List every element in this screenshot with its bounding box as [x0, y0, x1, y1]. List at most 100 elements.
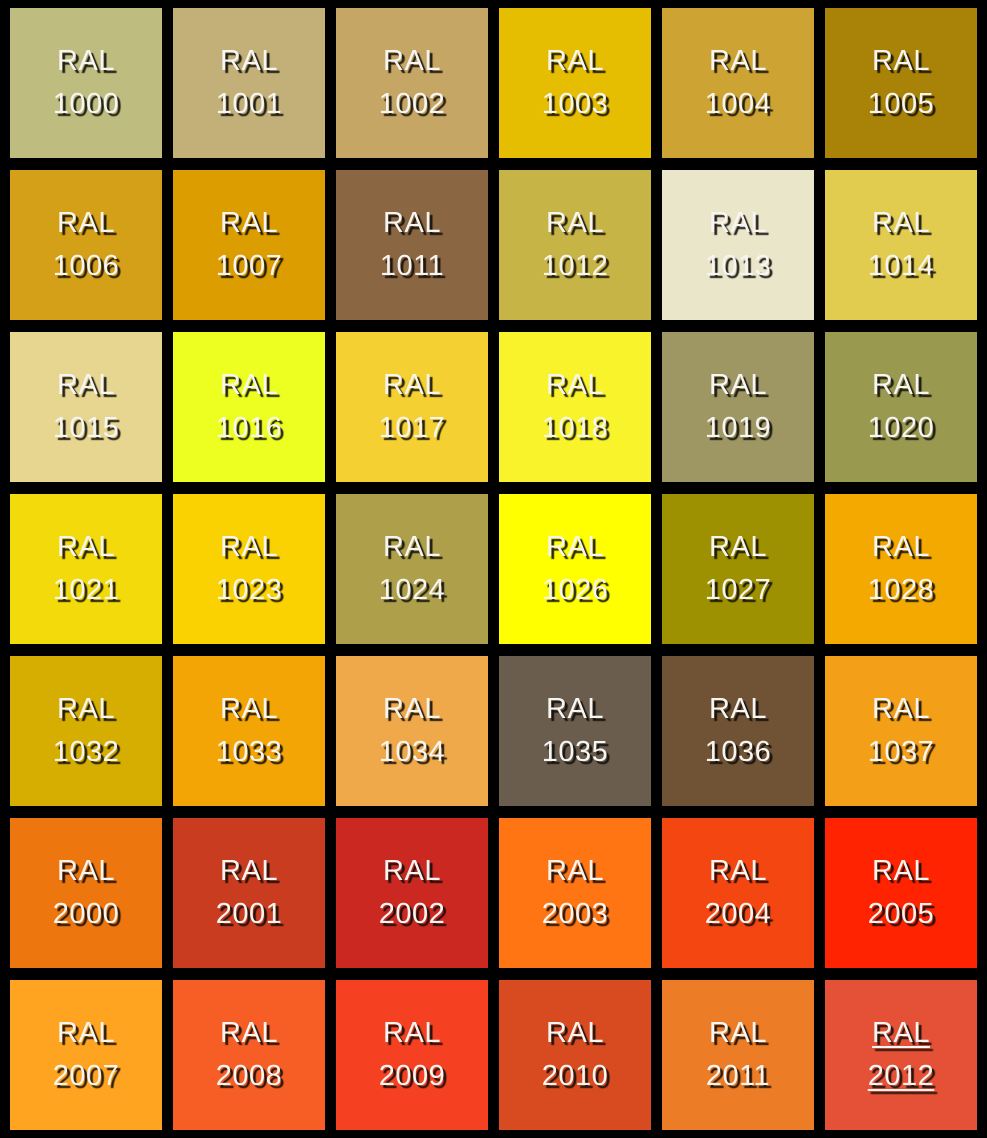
color-swatch-ral-1020[interactable]: RAL 1020	[825, 332, 977, 482]
color-swatch-ral-2009[interactable]: RAL 2009	[336, 980, 488, 1130]
swatch-ral-code: 2001	[215, 898, 283, 930]
color-swatch-ral-2004[interactable]: RAL 2004	[662, 818, 814, 968]
swatch-ral-prefix: RAL	[546, 531, 604, 563]
swatch-ral-code: 1005	[867, 88, 935, 120]
color-swatch-ral-1032[interactable]: RAL 1032	[10, 656, 162, 806]
swatch-ral-prefix: RAL	[383, 207, 441, 239]
color-swatch-ral-2011[interactable]: RAL 2011	[662, 980, 814, 1130]
swatch-ral-prefix: RAL	[220, 1017, 278, 1049]
color-swatch-ral-1037[interactable]: RAL 1037	[825, 656, 977, 806]
swatch-ral-prefix: RAL	[546, 207, 604, 239]
swatch-ral-code: 1000	[52, 88, 120, 120]
color-swatch-ral-1007[interactable]: RAL 1007	[173, 170, 325, 320]
swatch-ral-code: 1036	[704, 736, 772, 768]
color-swatch-ral-1033[interactable]: RAL 1033	[173, 656, 325, 806]
color-swatch-ral-1021[interactable]: RAL 1021	[10, 494, 162, 644]
swatch-ral-code: 1013	[704, 250, 772, 282]
swatch-ral-prefix: RAL	[383, 45, 441, 77]
swatch-ral-code: 1032	[52, 736, 120, 768]
swatch-ral-code: 1023	[215, 574, 283, 606]
swatch-ral-code: 2009	[378, 1060, 446, 1092]
swatch-ral-code: 1026	[541, 574, 609, 606]
swatch-ral-prefix: RAL	[709, 1017, 767, 1049]
swatch-ral-prefix: RAL	[383, 693, 441, 725]
swatch-ral-prefix: RAL	[383, 531, 441, 563]
color-swatch-ral-2010[interactable]: RAL 2010	[499, 980, 651, 1130]
color-swatch-ral-1015[interactable]: RAL 1015	[10, 332, 162, 482]
swatch-ral-prefix: RAL	[546, 1017, 604, 1049]
color-swatch-ral-1013[interactable]: RAL 1013	[662, 170, 814, 320]
swatch-ral-prefix: RAL	[709, 369, 767, 401]
swatch-ral-code: 1028	[867, 574, 935, 606]
swatch-ral-code: 1001	[215, 88, 283, 120]
swatch-ral-prefix: RAL	[546, 855, 604, 887]
color-swatch-ral-1024[interactable]: RAL 1024	[336, 494, 488, 644]
color-swatch-ral-1014[interactable]: RAL 1014	[825, 170, 977, 320]
color-swatch-ral-1019[interactable]: RAL 1019	[662, 332, 814, 482]
color-swatch-ral-1004[interactable]: RAL 1004	[662, 8, 814, 158]
color-swatch-ral-1016[interactable]: RAL 1016	[173, 332, 325, 482]
color-swatch-ral-1011[interactable]: RAL 1011	[336, 170, 488, 320]
color-swatch-ral-1027[interactable]: RAL 1027	[662, 494, 814, 644]
color-swatch-ral-1034[interactable]: RAL 1034	[336, 656, 488, 806]
swatch-ral-code: 2008	[215, 1060, 283, 1092]
swatch-ral-prefix: RAL	[546, 369, 604, 401]
color-swatch-ral-1023[interactable]: RAL 1023	[173, 494, 325, 644]
color-swatch-ral-1003[interactable]: RAL 1003	[499, 8, 651, 158]
swatch-ral-prefix: RAL	[709, 207, 767, 239]
color-swatch-ral-2000[interactable]: RAL 2000	[10, 818, 162, 968]
color-swatch-ral-1017[interactable]: RAL 1017	[336, 332, 488, 482]
swatch-ral-prefix: RAL	[220, 207, 278, 239]
color-swatch-ral-2007[interactable]: RAL 2007	[10, 980, 162, 1130]
color-swatch-ral-1036[interactable]: RAL 1036	[662, 656, 814, 806]
swatch-ral-code: 1014	[867, 250, 935, 282]
color-swatch-ral-1002[interactable]: RAL 1002	[336, 8, 488, 158]
color-swatch-ral-2001[interactable]: RAL 2001	[173, 818, 325, 968]
swatch-ral-prefix: RAL	[57, 369, 115, 401]
color-swatch-ral-2003[interactable]: RAL 2003	[499, 818, 651, 968]
swatch-ral-prefix: RAL	[383, 369, 441, 401]
swatch-ral-code: 1012	[541, 250, 609, 282]
swatch-ral-code: 1016	[215, 412, 283, 444]
color-swatch-ral-1012[interactable]: RAL 1012	[499, 170, 651, 320]
swatch-ral-prefix: RAL	[709, 531, 767, 563]
color-swatch-ral-1005[interactable]: RAL 1005	[825, 8, 977, 158]
swatch-ral-code: 1006	[52, 250, 120, 282]
swatch-ral-prefix: RAL	[709, 693, 767, 725]
swatch-ral-code: 2003	[541, 898, 609, 930]
color-swatch-ral-1018[interactable]: RAL 1018	[499, 332, 651, 482]
swatch-ral-prefix: RAL	[709, 855, 767, 887]
swatch-ral-code: 1020	[867, 412, 935, 444]
swatch-ral-code: 1015	[52, 412, 120, 444]
swatch-ral-prefix: RAL	[872, 531, 930, 563]
swatch-ral-prefix: RAL	[872, 855, 930, 887]
swatch-ral-code: 1007	[215, 250, 283, 282]
swatch-ral-code: 1018	[541, 412, 609, 444]
swatch-ral-code: 1011	[379, 250, 445, 282]
swatch-ral-code: 1021	[52, 574, 120, 606]
color-swatch-ral-1028[interactable]: RAL 1028	[825, 494, 977, 644]
swatch-ral-code: 2005	[867, 898, 935, 930]
swatch-ral-prefix: RAL	[709, 45, 767, 77]
color-swatch-ral-2002[interactable]: RAL 2002	[336, 818, 488, 968]
swatch-ral-prefix: RAL	[57, 693, 115, 725]
swatch-ral-prefix: RAL	[220, 369, 278, 401]
color-swatch-ral-1026[interactable]: RAL 1026	[499, 494, 651, 644]
color-swatch-ral-1006[interactable]: RAL 1006	[10, 170, 162, 320]
color-swatch-ral-2008[interactable]: RAL 2008	[173, 980, 325, 1130]
swatch-ral-code: 2011	[705, 1060, 771, 1092]
swatch-ral-prefix: RAL	[383, 1017, 441, 1049]
swatch-ral-prefix: RAL	[57, 855, 115, 887]
color-swatch-ral-1001[interactable]: RAL 1001	[173, 8, 325, 158]
color-swatch-ral-1000[interactable]: RAL 1000	[10, 8, 162, 158]
swatch-ral-code: 1035	[541, 736, 609, 768]
color-swatch-ral-2005[interactable]: RAL 2005	[825, 818, 977, 968]
swatch-ral-code: 1034	[378, 736, 446, 768]
swatch-ral-prefix: RAL	[546, 693, 604, 725]
color-swatch-ral-1035[interactable]: RAL 1035	[499, 656, 651, 806]
swatch-ral-prefix: RAL	[872, 369, 930, 401]
color-swatch-ral-2012[interactable]: RAL 2012	[825, 980, 977, 1130]
swatch-ral-code: 1004	[704, 88, 772, 120]
swatch-ral-code: 1019	[704, 412, 772, 444]
swatch-ral-code: 2007	[52, 1060, 120, 1092]
